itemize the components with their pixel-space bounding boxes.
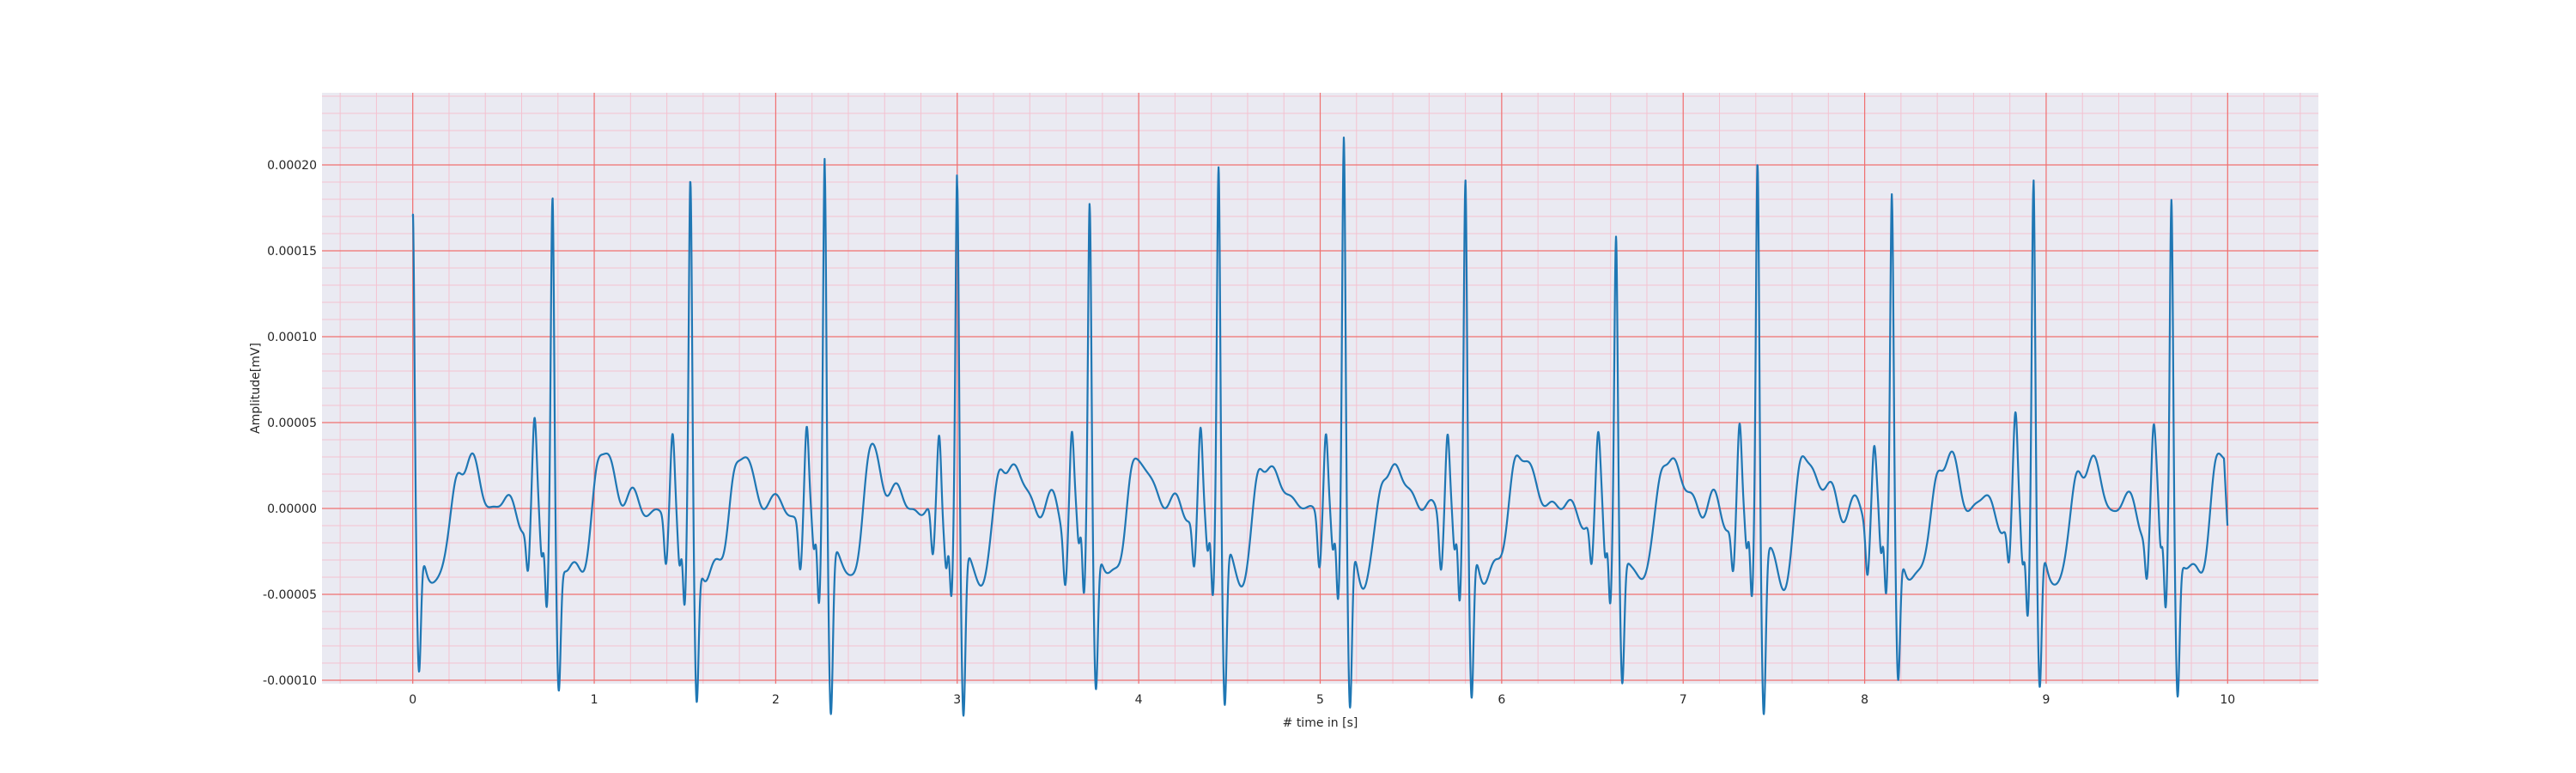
series-layer (411, 137, 2229, 717)
y-tick-label: 0.00005 (267, 417, 317, 430)
x-axis-ticks: 0 1 2 3 4 5 6 7 8 9 10 (409, 693, 2235, 707)
x-tick-label: 2 (772, 693, 780, 707)
x-tick-label: 0 (409, 693, 416, 707)
ecg-series-line (411, 137, 2229, 717)
x-tick-label: 4 (1135, 693, 1143, 707)
y-axis-ticks: -0.00010 -0.00005 0.00000 0.00005 0.00010 0.0… (263, 159, 317, 688)
y-tick-label: 0.00000 (267, 502, 317, 516)
x-tick-label: 9 (2042, 693, 2050, 707)
x-tick-label: 1 (591, 693, 598, 707)
x-axis-label: # time in [s] (1283, 716, 1358, 730)
y-axis-label: Amplitude[mV] (249, 343, 263, 434)
major-grid (322, 93, 2318, 684)
x-tick-label: 5 (1316, 693, 1324, 707)
x-tick-label: 6 (1498, 693, 1505, 707)
y-tick-label: 0.00015 (267, 245, 317, 259)
x-tick-label: 3 (953, 693, 961, 707)
x-tick-label: 10 (2220, 693, 2235, 707)
y-tick-label: 0.00020 (267, 159, 317, 173)
x-tick-label: 8 (1861, 693, 1868, 707)
y-tick-label: 0.00010 (267, 331, 317, 344)
y-tick-label: -0.00005 (263, 588, 317, 602)
y-tick-label: -0.00010 (263, 674, 317, 688)
x-tick-label: 7 (1680, 693, 1687, 707)
